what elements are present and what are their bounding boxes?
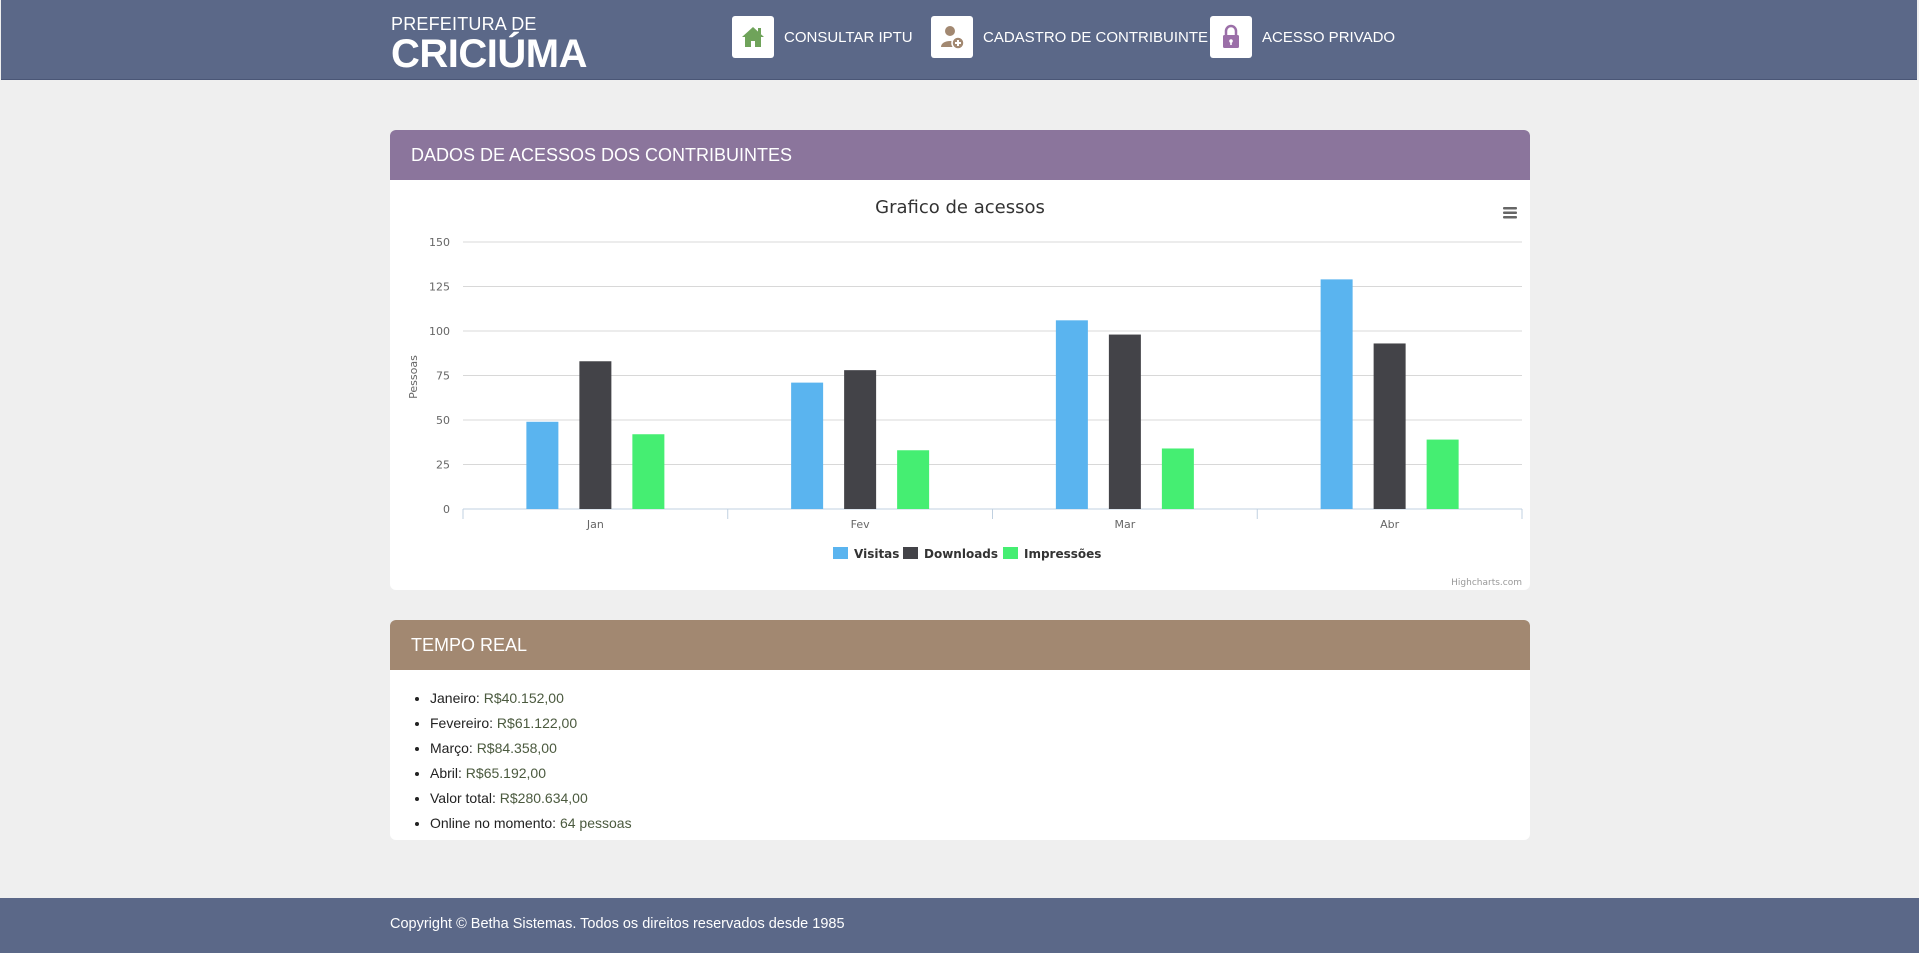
y-tick-label: 125 <box>429 281 450 294</box>
bar-downloads-jan[interactable] <box>579 361 612 509</box>
bar-visitas-jan[interactable] <box>526 421 559 509</box>
item-value: 64 pessoas <box>559 815 632 831</box>
y-tick-label: 50 <box>436 414 450 427</box>
item-value: R$40.152,00 <box>483 690 564 706</box>
legend-label: Downloads <box>924 547 998 561</box>
access-data-panel: DADOS DE ACESSOS DOS CONTRIBUINTES 0 25 50… <box>390 130 1530 590</box>
list-item: Fevereiro: R$61.122,00 <box>430 711 1530 736</box>
nav-acesso-privado[interactable]: ACESSO PRIVADO <box>1210 16 1395 58</box>
nav-label: CADASTRO DE CONTRIBUINTE <box>983 28 1209 46</box>
nav-label: ACESSO PRIVADO <box>1262 28 1396 46</box>
item-value: R$65.192,00 <box>465 765 546 781</box>
realtime-list: Janeiro: R$40.152,00 Fevereiro: R$61.122… <box>390 686 1530 836</box>
item-label: Fevereiro: <box>430 715 494 731</box>
list-item: Online no momento: 64 pessoas <box>430 811 1530 836</box>
legend-label: Visitas <box>854 547 899 561</box>
legend-item-downloads[interactable]: Downloads <box>903 547 998 561</box>
bar-impressões-jan[interactable] <box>632 434 665 509</box>
y-tick-label: 0 <box>443 503 450 516</box>
bar-downloads-fev[interactable] <box>844 370 877 509</box>
bar-downloads-mar[interactable] <box>1108 334 1141 509</box>
legend-label: Impressões <box>1024 547 1101 561</box>
item-label: Online no momento: <box>430 815 557 831</box>
footer: Copyright © Betha Sistemas. Todos os dir… <box>0 898 1919 953</box>
brand-line1: PREFEITURA DE <box>391 14 537 34</box>
bar-visitas-fev[interactable] <box>791 382 824 509</box>
bar-visitas-abr[interactable] <box>1320 279 1353 509</box>
item-value: R$61.122,00 <box>496 715 578 731</box>
lock-icon <box>1210 16 1252 58</box>
y-tick-label: 150 <box>429 236 450 249</box>
legend-item-impressões[interactable]: Impressões <box>1003 547 1101 561</box>
x-tick-label: Jan <box>586 518 604 531</box>
bar-impressões-mar[interactable] <box>1161 448 1194 509</box>
bar-impressões-fev[interactable] <box>897 450 930 509</box>
nav-label: CONSULTAR IPTU <box>784 28 913 46</box>
copyright-text: Copyright © Betha Sistemas. Todos os dir… <box>390 916 845 932</box>
item-label: Março: <box>430 740 473 756</box>
bar-impressões-abr[interactable] <box>1426 439 1459 509</box>
item-label: Janeiro: <box>430 690 480 706</box>
chart-menu-icon[interactable] <box>1500 203 1520 221</box>
legend-swatch <box>1003 547 1018 559</box>
bar-downloads-abr[interactable] <box>1373 343 1406 509</box>
legend-swatch <box>903 547 918 559</box>
home-icon <box>732 16 774 58</box>
list-item: Janeiro: R$40.152,00 <box>430 686 1530 711</box>
panel-title: TEMPO REAL <box>390 620 1530 670</box>
y-axis-title: Pessoas <box>407 355 420 399</box>
item-value: R$280.634,00 <box>499 790 588 806</box>
x-tick-label: Mar <box>1114 518 1135 531</box>
nav-consultar-iptu[interactable]: CONSULTAR IPTU <box>732 16 913 58</box>
y-tick-label: 100 <box>429 325 450 338</box>
brand-line2: CRICIÚMA <box>391 32 587 76</box>
panel-title: DADOS DE ACESSOS DOS CONTRIBUINTES <box>390 130 1530 180</box>
list-item: Valor total: R$280.634,00 <box>430 786 1530 811</box>
legend-swatch <box>833 547 848 559</box>
top-navbar: PREFEITURA DE CRICIÚMA CONSULTAR IPTU CA… <box>1 0 1917 80</box>
chart-title: Grafico de acessos <box>875 197 1045 218</box>
y-tick-label: 25 <box>436 459 450 472</box>
list-item: Março: R$84.358,00 <box>430 736 1530 761</box>
nav-cadastro-contribuinte[interactable]: CADASTRO DE CONTRIBUINTE <box>931 16 1208 58</box>
chart-canvas: 0 25 50 75 100 125 150 Jan Fev Mar Abr Grafico de … <box>407 197 1523 588</box>
legend-item-visitas[interactable]: Visitas <box>833 547 899 561</box>
brand-logo[interactable]: PREFEITURA DE CRICIÚMA <box>391 14 587 74</box>
x-tick-label: Fev <box>851 518 870 531</box>
user-add-icon <box>931 16 973 58</box>
access-chart: 0 25 50 75 100 125 150 Jan Fev Mar Abr Grafico de … <box>390 180 1530 590</box>
x-tick-label: Abr <box>1380 518 1400 531</box>
item-value: R$84.358,00 <box>476 740 557 756</box>
item-label: Valor total: <box>430 790 496 806</box>
list-item: Abril: R$65.192,00 <box>430 761 1530 786</box>
y-tick-label: 75 <box>436 370 450 383</box>
item-label: Abril: <box>430 765 462 781</box>
realtime-panel: TEMPO REAL Janeiro: R$40.152,00 Fevereir… <box>390 620 1530 840</box>
bar-visitas-mar[interactable] <box>1055 320 1088 509</box>
chart-credits[interactable]: Highcharts.com <box>1451 578 1522 588</box>
